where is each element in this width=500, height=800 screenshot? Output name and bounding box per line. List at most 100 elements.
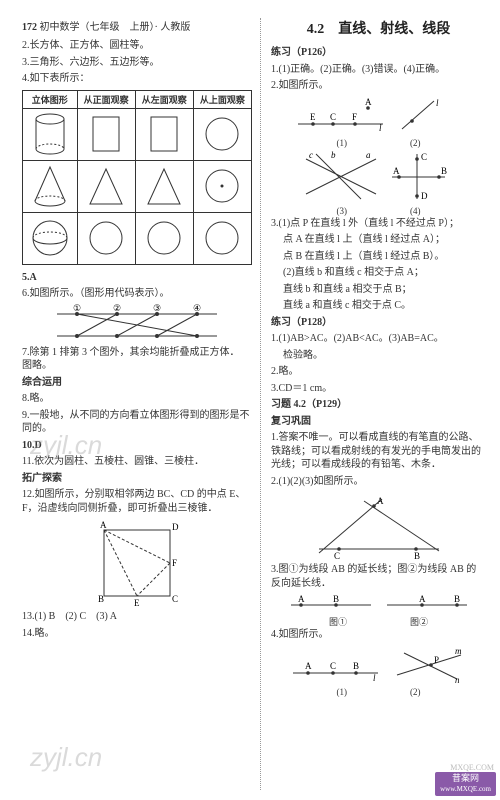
table-row (23, 160, 252, 212)
right-column: 4.2 直线、射线、线段 练习（P126） 1.(1)正确。(2)正确。(3)错… (260, 18, 486, 790)
circle-icon (144, 218, 184, 258)
svg-text:P: P (434, 655, 439, 665)
caption: 图① 图② (271, 615, 486, 628)
text-line: (2)直线 b 和直线 c 相交于点 A； (271, 266, 486, 280)
page-root: 172 初中数学（七年级 上册）· 人教版 2.长方体、正方体、圆柱等。 3.三… (0, 0, 500, 800)
svg-text:B: B (333, 594, 339, 604)
square-fold-figure: A D F C E B (92, 518, 182, 608)
th: 从正面观察 (77, 90, 135, 108)
svg-text:②: ② (113, 304, 121, 313)
svg-text:A: A (100, 520, 107, 530)
svg-text:④: ④ (193, 304, 201, 313)
svg-text:③: ③ (153, 304, 161, 313)
fig5: A C B l (288, 655, 383, 685)
section-heading: 练习（P126） (271, 46, 486, 60)
th: 立体图形 (23, 90, 78, 108)
th: 从上面观察 (193, 90, 251, 108)
section-heading: 练习（P128） (271, 316, 486, 330)
text-line: 3.(1)点 P 在直线 l 外（直线 l 不经过点 P）； (271, 217, 486, 231)
svg-text:A: A (298, 594, 305, 604)
sphere-3d-icon (29, 217, 71, 259)
text-line: 2.如图所示。 (271, 79, 486, 93)
cylinder-3d-icon (32, 112, 68, 156)
text-line: 1.(1)AB>AC。(2)AB<AC。(3)AB=AC。 (271, 332, 486, 346)
brand-line1: 昔案网 (452, 773, 479, 783)
fig6: m n P (389, 645, 469, 685)
text-line: 10.D (22, 439, 252, 453)
book-title: 初中数学（七年级 上册）· 人教版 (40, 22, 191, 33)
text-line: 13.(1) B (2) C (3) A (22, 610, 252, 624)
triangle-icon (86, 164, 126, 208)
svg-text:A: A (393, 166, 400, 176)
svg-text:B: B (353, 661, 359, 671)
brand-small: MXQE.COM (450, 763, 494, 772)
text-line: 3.图①为线段 AB 的延长线；图②为线段 AB 的反向延长线． (271, 563, 486, 590)
ext-fig2: A B (382, 593, 472, 615)
rect-icon (89, 113, 123, 155)
text-line: 直线 b 和直线 a 相交于点 B； (271, 283, 486, 297)
text-line: 9.一般地，从不同的方向看立体图形得到的图形是不同的。 (22, 409, 252, 436)
svg-text:l: l (373, 673, 376, 683)
table-header-row: 立体图形 从正面观察 从左面观察 从上面观察 (23, 90, 252, 108)
circle-icon (202, 114, 242, 154)
text-line: 5.A (22, 271, 252, 285)
caption: (3) (4) (271, 204, 486, 217)
text-line: 2.(1)(2)(3)如图所示。 (271, 475, 486, 489)
svg-text:m: m (455, 646, 462, 656)
svg-text:E: E (134, 598, 140, 608)
section-heading: 拓广探索 (22, 472, 252, 486)
svg-text:B: B (454, 594, 460, 604)
text-line: 检验略。 (271, 349, 486, 363)
svg-text:l: l (436, 98, 439, 108)
section-heading: 复习巩固 (271, 415, 486, 429)
text-line: 3.CD＝1 cm。 (271, 382, 486, 396)
text-line: 12.如图所示，分别取相邻两边 BC、CD 的中点 E、F，沿虚线向同侧折叠，即… (22, 488, 252, 515)
svg-text:C: C (334, 551, 340, 561)
triangle-icon (144, 164, 184, 208)
section-heading: 综合运用 (22, 376, 252, 390)
text-line: 6.如图所示。（图形用代码表示）。 (22, 287, 252, 301)
table-row (23, 108, 252, 160)
chapter-title: 4.2 直线、射线、线段 (271, 18, 486, 38)
text-line: 直线 a 和直线 c 相交于点 C。 (271, 299, 486, 313)
svg-text:b: b (331, 150, 336, 160)
svg-text:D: D (172, 522, 179, 532)
text-line: 3.三角形、六边形、五边形等。 (22, 56, 252, 70)
text-line: 2.略。 (271, 365, 486, 379)
svg-text:B: B (414, 551, 420, 561)
circle-icon (86, 218, 126, 258)
text-line: 1.答案不唯一。可以看成直线的有笔直的公路、铁路线；可以看成射线的有发光的手电筒… (271, 431, 486, 472)
text-line: 4.如图所示。 (271, 628, 486, 642)
svg-text:F: F (172, 558, 177, 568)
text-line: 8.略。 (22, 392, 252, 406)
fig3: a b c (301, 149, 381, 204)
fig4: C B D A (387, 149, 457, 204)
text-line: 4.如下表所示： (22, 72, 252, 86)
svg-text:D: D (421, 191, 428, 201)
text-line: 14.略。 (22, 627, 252, 641)
caption: (1) (2) (271, 685, 486, 698)
svg-text:B: B (441, 166, 447, 176)
text-line: 1.(1)正确。(2)正确。(3)错误。(4)正确。 (271, 63, 486, 77)
svg-text:n: n (455, 675, 460, 685)
cross-lines-figure: ① ② ③ ④ (52, 304, 222, 344)
svg-text:a: a (366, 150, 371, 160)
rect-icon (147, 113, 181, 155)
page-number: 172 (22, 22, 37, 33)
text-line: 7.除第 1 排第 3 个图外，其余均能折叠成正方体． 图略。 (22, 346, 252, 373)
svg-text:A: A (419, 594, 426, 604)
svg-text:A: A (377, 496, 384, 506)
figure-row-12: E C F A l l (271, 96, 486, 136)
shapes-table: 立体图形 从正面观察 从左面观察 从上面观察 (22, 90, 252, 265)
svg-text:C: C (330, 112, 336, 122)
fig1: E C F A l (293, 96, 388, 136)
fig2: l (394, 96, 464, 136)
circle-icon (202, 218, 242, 258)
svg-text:A: A (305, 661, 312, 671)
svg-text:B: B (98, 594, 104, 604)
text-line: 11.依次为圆柱、五棱柱、圆锥、三棱柱． (22, 455, 252, 469)
svg-text:C: C (421, 152, 427, 162)
brand-badge: 昔案网 www.MXQE.com (435, 772, 496, 796)
svg-text:A: A (365, 97, 372, 107)
cone-3d-icon (30, 163, 70, 209)
